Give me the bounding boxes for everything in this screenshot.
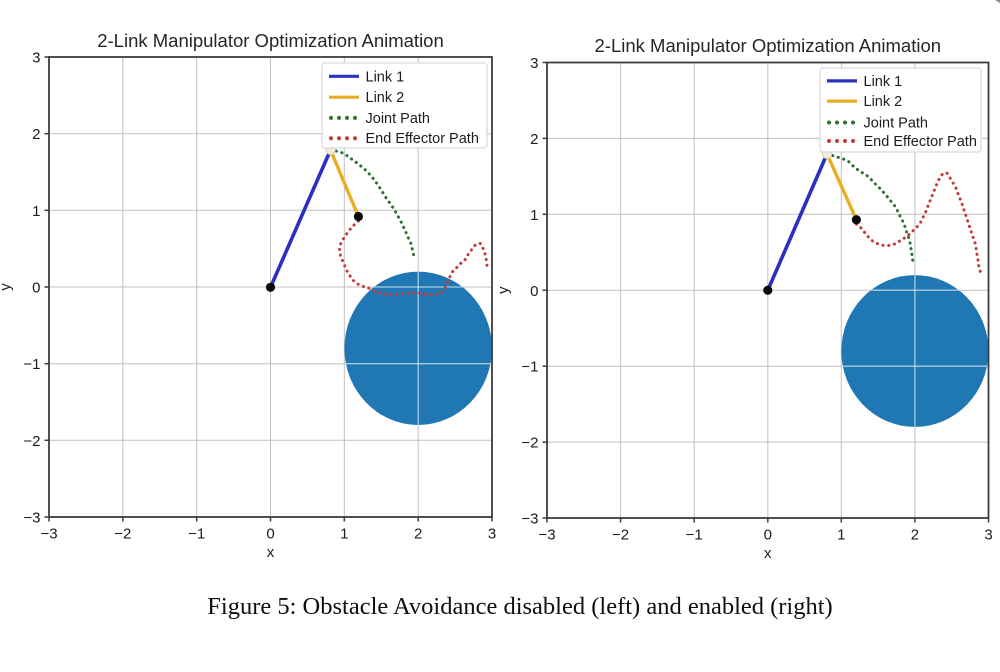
svg-text:−2: −2 xyxy=(23,433,40,450)
svg-text:−3: −3 xyxy=(521,511,538,528)
svg-text:−2: −2 xyxy=(114,526,131,543)
svg-text:1: 1 xyxy=(530,207,538,224)
svg-text:3: 3 xyxy=(488,526,496,543)
svg-text:−2: −2 xyxy=(521,435,538,452)
svg-text:Figure 5: Obstacle Avoidance d: Figure 5: Obstacle Avoidance disabled (l… xyxy=(207,593,832,620)
svg-text:−2: −2 xyxy=(612,527,629,544)
svg-text:−1: −1 xyxy=(188,526,205,543)
svg-text:2: 2 xyxy=(32,126,40,143)
svg-text:−3: −3 xyxy=(23,510,40,527)
svg-text:3: 3 xyxy=(984,527,992,544)
svg-text:−1: −1 xyxy=(686,527,703,544)
svg-text:2: 2 xyxy=(414,526,422,543)
svg-text:2: 2 xyxy=(911,527,919,544)
svg-text:1: 1 xyxy=(340,526,348,543)
svg-text:0: 0 xyxy=(32,280,40,297)
svg-text:Joint Path: Joint Path xyxy=(366,111,431,127)
svg-text:3: 3 xyxy=(32,50,40,67)
svg-text:x: x xyxy=(267,544,275,561)
svg-text:2: 2 xyxy=(530,131,538,148)
svg-text:−1: −1 xyxy=(521,359,538,376)
svg-text:0: 0 xyxy=(530,283,538,300)
svg-text:1: 1 xyxy=(32,203,40,220)
svg-text:−3: −3 xyxy=(538,527,555,544)
svg-text:1: 1 xyxy=(837,527,845,544)
svg-text:Joint Path: Joint Path xyxy=(864,116,929,132)
svg-text:0: 0 xyxy=(266,526,274,543)
svg-text:−3: −3 xyxy=(40,526,57,543)
svg-text:Link 2: Link 2 xyxy=(864,94,903,110)
svg-text:End Effector Path: End Effector Path xyxy=(864,134,977,150)
svg-text:−1: −1 xyxy=(23,356,40,373)
svg-text:2-Link Manipulator Optimizatio: 2-Link Manipulator Optimization Animatio… xyxy=(97,30,444,51)
svg-text:Link 1: Link 1 xyxy=(366,69,405,85)
svg-text:0: 0 xyxy=(764,527,772,544)
svg-text:Link 1: Link 1 xyxy=(864,74,903,90)
svg-text:y: y xyxy=(495,286,512,294)
svg-text:x: x xyxy=(764,545,772,562)
svg-text:3: 3 xyxy=(530,55,538,72)
svg-text:Link 2: Link 2 xyxy=(366,90,405,106)
svg-text:2-Link Manipulator Optimizatio: 2-Link Manipulator Optimization Animatio… xyxy=(595,35,942,56)
svg-text:End Effector Path: End Effector Path xyxy=(366,131,479,147)
svg-text:y: y xyxy=(0,283,14,291)
